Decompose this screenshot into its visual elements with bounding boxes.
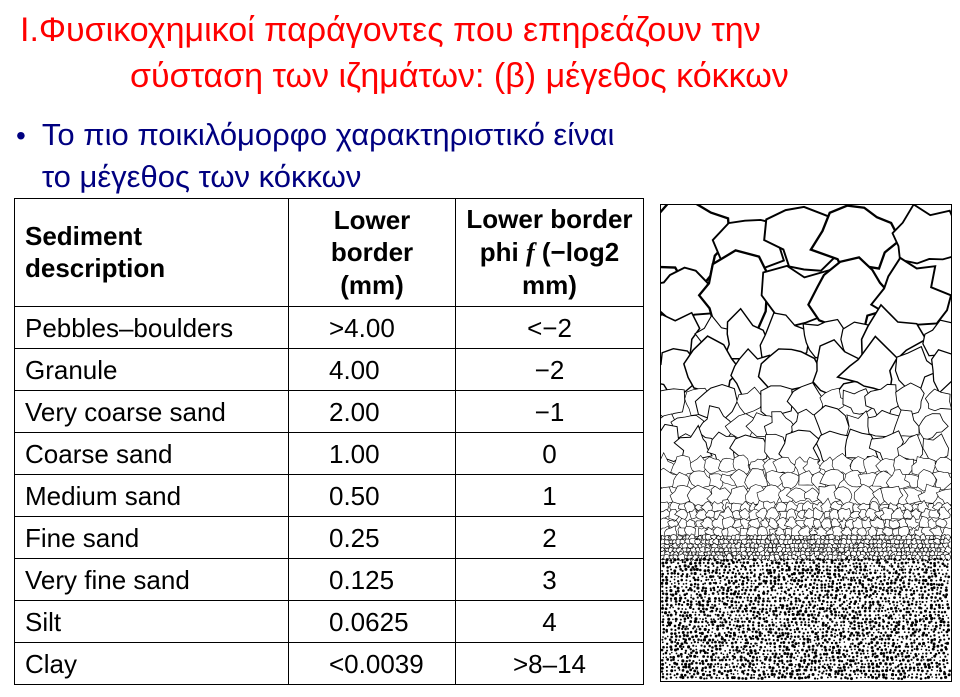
- cell-phi: −2: [455, 348, 643, 390]
- cell-phi: 1: [455, 474, 643, 516]
- table-header-lower-phi: Lower border phi f (−log2 mm): [455, 199, 643, 307]
- cell-description: Very coarse sand: [15, 390, 289, 432]
- cell-description: Clay: [15, 642, 289, 684]
- table-row: Pebbles–boulders>4.00<−2: [15, 306, 644, 348]
- cell-description: Coarse sand: [15, 432, 289, 474]
- grain-texture-figure: [660, 204, 952, 682]
- cell-description: Pebbles–boulders: [15, 306, 289, 348]
- cell-phi: −1: [455, 390, 643, 432]
- bullet-dot-icon: •: [10, 114, 42, 150]
- table-header-description: Sediment description: [15, 199, 289, 307]
- cell-phi: 4: [455, 600, 643, 642]
- cell-description: Fine sand: [15, 516, 289, 558]
- table-row: Fine sand0.252: [15, 516, 644, 558]
- cell-phi: >8–14: [455, 642, 643, 684]
- cell-description: Very fine sand: [15, 558, 289, 600]
- table-row: Medium sand0.501: [15, 474, 644, 516]
- cell-mm: 1.00: [289, 432, 456, 474]
- table-row: Very fine sand0.1253: [15, 558, 644, 600]
- cell-description: Granule: [15, 348, 289, 390]
- heading-line-2: σύσταση των ιζημάτων: (β) μέγεθος κόκκων: [20, 54, 880, 100]
- cell-mm: 0.50: [289, 474, 456, 516]
- table-row: Coarse sand1.000: [15, 432, 644, 474]
- bullet-item: • Το πιο ποικιλόμορφο χαρακτηριστικό είν…: [0, 100, 660, 198]
- sediment-table-body: Pebbles–boulders>4.00<−2Granule4.00−2Ver…: [15, 306, 644, 684]
- cell-mm: 0.0625: [289, 600, 456, 642]
- table-row: Clay<0.0039>8–14: [15, 642, 644, 684]
- cell-mm: 0.25: [289, 516, 456, 558]
- table-header-lower-mm: Lower border (mm): [289, 199, 456, 307]
- cell-mm: <0.0039: [289, 642, 456, 684]
- phi-suffix: (−log2 mm): [522, 237, 619, 301]
- cell-mm: 0.125: [289, 558, 456, 600]
- cell-phi: 2: [455, 516, 643, 558]
- sediment-table: Sediment description Lower border (mm) L…: [14, 198, 644, 685]
- cell-mm: 4.00: [289, 348, 456, 390]
- table-row: Very coarse sand2.00−1: [15, 390, 644, 432]
- cell-phi: <−2: [455, 306, 643, 348]
- heading-line-1: Ι.Φυσικοχημικοί παράγοντες που επηρεάζου…: [20, 8, 880, 54]
- bullet-text: Το πιο ποικιλόμορφο χαρακτηριστικό είναι…: [42, 114, 650, 198]
- table-row: Granule4.00−2: [15, 348, 644, 390]
- slide-heading: Ι.Φυσικοχημικοί παράγοντες που επηρεάζου…: [0, 0, 900, 100]
- grain-texture-svg: [661, 205, 951, 681]
- cell-phi: 3: [455, 558, 643, 600]
- cell-phi: 0: [455, 432, 643, 474]
- cell-description: Medium sand: [15, 474, 289, 516]
- table-row: Silt0.06254: [15, 600, 644, 642]
- phi-symbol: f: [526, 238, 535, 267]
- cell-mm: >4.00: [289, 306, 456, 348]
- cell-description: Silt: [15, 600, 289, 642]
- cell-mm: 2.00: [289, 390, 456, 432]
